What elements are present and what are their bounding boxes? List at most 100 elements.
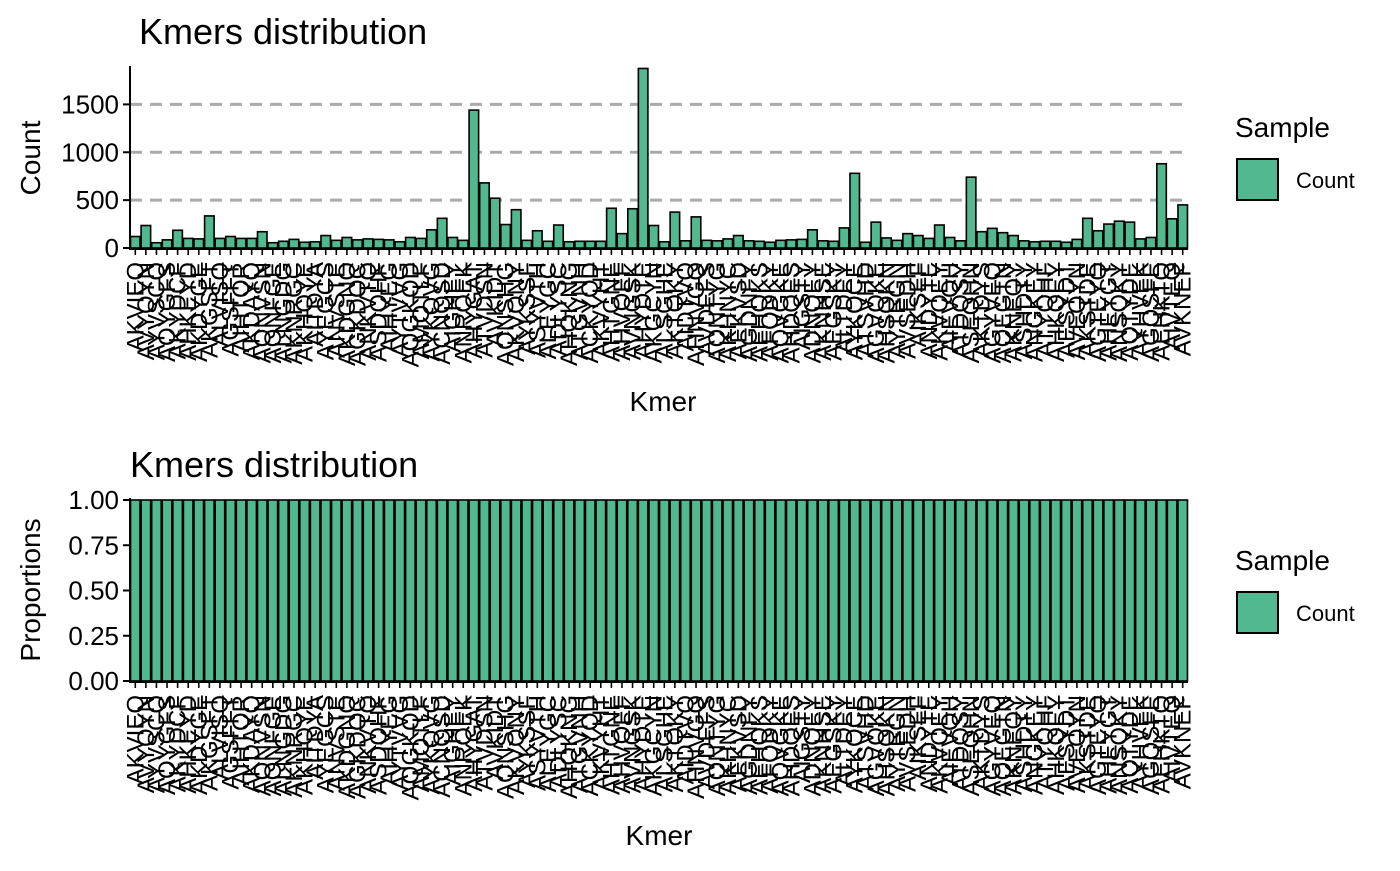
x-tick-label: ADLYSC <box>545 262 572 356</box>
bar <box>489 499 501 682</box>
bar <box>986 499 998 682</box>
bar <box>246 237 258 249</box>
x-tick-label: AHDQES <box>778 695 805 796</box>
x-tick-label: AKDAYQ <box>239 262 266 360</box>
bar <box>732 234 744 249</box>
bar <box>880 237 893 249</box>
x-tick-label: AESYDT <box>1053 262 1080 358</box>
legend-swatch <box>1236 158 1279 201</box>
x-tick-label: AIEVQH <box>937 262 964 353</box>
bar <box>605 207 617 249</box>
x-tick-label: AQNFGE <box>260 695 287 796</box>
bar <box>912 499 924 682</box>
bar <box>944 236 956 249</box>
x-tick-label: AKGSFT <box>196 262 223 358</box>
x-tick-label: AEGSKY <box>821 262 848 361</box>
x-tick-label: AGVQKE <box>863 262 890 363</box>
bar <box>351 499 364 682</box>
x-tick-label: AKYDCF <box>165 262 192 359</box>
x-tick-label: ASEQHN <box>958 695 985 796</box>
x-tick-label: ASYVTH <box>524 695 551 791</box>
x-tick-label: AYEGCS <box>313 695 340 793</box>
bar <box>457 499 469 682</box>
bar <box>828 240 840 249</box>
x-tick-label: AIDTVQ <box>672 262 699 351</box>
count-chart-title: Kmers distribution <box>139 11 427 52</box>
bar <box>954 240 967 249</box>
bar <box>986 227 998 249</box>
bar <box>1092 499 1104 682</box>
bar <box>870 221 882 249</box>
x-tick-label: AGTEYQ <box>1085 695 1112 795</box>
bar <box>648 499 660 682</box>
bar <box>299 499 311 682</box>
x-tick-label: ANSQKY <box>1106 695 1133 795</box>
x-tick-label: AGDNFY <box>736 262 763 362</box>
y-tick-label: 0 <box>105 233 119 263</box>
bar <box>764 499 776 682</box>
bar <box>923 237 935 249</box>
x-tick-label: AHVQEF <box>609 262 636 361</box>
x-tick-label: ALEYGC <box>535 262 562 359</box>
bar <box>542 499 554 682</box>
y-tick-label: 1500 <box>61 89 119 119</box>
bar <box>753 240 766 249</box>
x-tick-label: ANGKEY <box>1022 695 1049 795</box>
x-tick-label: ASDQHF <box>366 695 393 795</box>
bar <box>1050 499 1062 682</box>
bar <box>531 499 543 682</box>
x-tick-label: ATVDSN <box>471 262 498 358</box>
x-tick-label: AGTEYQ <box>1085 262 1112 362</box>
x-tick-label: AKVYHT <box>588 695 615 791</box>
x-tick-label: ASDQHF <box>366 262 393 362</box>
bar <box>425 229 438 249</box>
x-tick-label: AYEGCS <box>313 262 340 360</box>
bar <box>584 499 596 682</box>
bar <box>806 229 818 249</box>
x-tick-label: AVEQYN <box>1064 262 1091 360</box>
bar <box>383 499 395 682</box>
bar <box>1166 499 1178 682</box>
proportions-x-axis-title: Kmer <box>626 820 693 851</box>
bar <box>415 237 427 249</box>
bar <box>468 109 480 249</box>
x-tick-label: AEGSKY <box>821 695 848 794</box>
bar <box>732 499 744 682</box>
count-panel: Kmers distribution Count Kmer 0 500 1000 15… <box>15 11 1355 417</box>
x-tick-label: AKTDYS <box>969 262 996 358</box>
x-tick-label: AQVGKE <box>768 695 795 796</box>
x-tick-label: ATYQHF <box>1032 262 1059 358</box>
x-tick-label: AVKIDT <box>482 262 509 347</box>
x-tick-label: ALNGDG <box>270 695 297 796</box>
y-tick-label: 0.50 <box>68 576 119 606</box>
bar <box>267 499 279 682</box>
x-tick-label: AEHQKS <box>747 262 774 362</box>
x-tick-label: AIHTQR <box>228 695 255 786</box>
x-tick-label: AGDNFY <box>736 695 763 795</box>
bar <box>817 499 829 682</box>
bar <box>595 240 607 249</box>
bar <box>1007 234 1019 249</box>
x-tick-label: AYHVEK <box>1127 695 1154 791</box>
x-tick-label: AGSFFT <box>218 695 245 790</box>
bar <box>954 499 967 682</box>
bar <box>172 229 184 249</box>
count-x-axis-title: Kmer <box>630 386 697 417</box>
x-tick-label: AHYDTE <box>630 695 657 792</box>
bar <box>224 235 237 249</box>
proportions-y-ticks: 0.00 0.25 0.50 0.75 1.00 <box>68 485 130 696</box>
x-tick-label: AGVQKE <box>863 695 890 796</box>
x-tick-label: AHNVGQ <box>683 262 710 366</box>
x-tick-label: AQGKQD <box>397 695 424 800</box>
bar <box>193 238 205 249</box>
bar <box>362 238 374 249</box>
y-tick-label: 500 <box>76 185 119 215</box>
bar <box>584 240 596 249</box>
x-tick-label: AIHTQR <box>228 262 255 353</box>
x-tick-label: AMQTLF <box>408 695 435 792</box>
x-tick-label: ATVDSN <box>471 695 498 791</box>
bar <box>976 230 988 249</box>
count-bars <box>129 67 1189 249</box>
bar <box>436 217 448 249</box>
bar <box>394 240 406 249</box>
